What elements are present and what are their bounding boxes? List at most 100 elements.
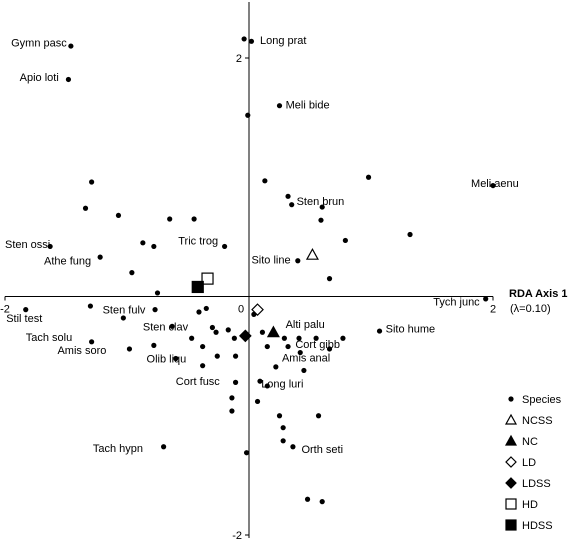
species-point [23,307,29,313]
species-point [264,383,270,389]
legend-label: LDSS [522,478,551,490]
legend-label: LD [522,457,536,469]
axes: -2 0 2 2 -2 [0,2,496,540]
species-label: Gymn pasc [11,37,67,49]
legend-label: NC [522,436,538,448]
species-point [407,231,413,238]
species-point [376,328,383,334]
species-label: Alti palu [286,319,325,331]
species-label: Long luri [261,379,303,391]
species-label: Sten clav [143,321,189,333]
species-point [214,353,220,359]
species-point [262,178,268,184]
species-point [200,343,206,350]
species-point [173,355,179,362]
species-point [154,290,161,296]
species-point [280,438,286,444]
treatment-marker-hdss [191,280,204,294]
species-label: Tach hypn [93,443,143,455]
species-point [115,212,122,219]
species-labels: Gymn pasc Apio loti Long prat Meli bide Meli… [5,35,519,456]
species-label: Tric trog [178,235,218,247]
species-point [87,303,93,309]
species-point [315,413,322,419]
species-point [365,174,372,180]
species-point [304,496,311,502]
species-point [285,193,291,199]
x-tick-label: 0 [238,304,244,316]
treatment-marker-hd [201,272,214,285]
legend-label: NCSS [522,415,553,427]
species-point [200,363,206,369]
species-label: Stil test [6,313,42,325]
legend-label: HDSS [522,520,553,532]
species-point [245,112,251,118]
treatment-markers [191,248,319,343]
y-tick-label: -2 [232,530,242,540]
species-point [209,324,215,331]
species-point [313,335,319,341]
species-point [169,323,175,329]
species-point [232,353,239,359]
species-point [280,425,286,431]
treatment-marker-ld [251,303,264,316]
species-label: Sten ossi [5,239,50,251]
species-point [254,398,261,405]
species-label: Olib liqu [147,354,187,366]
species-point [296,335,302,341]
legend-marker-nc [504,434,518,446]
species-point [326,346,333,352]
species-label: Athe fung [44,256,91,268]
species-point [152,307,158,313]
x-axis-eigenvalue: (λ=0.10) [510,303,551,315]
species-point [241,36,247,42]
species-label: Cort gibb [295,339,340,351]
species-label: Sten brun [297,196,345,208]
legend-label: HD [522,499,538,511]
species-label: Sito hume [386,324,436,336]
species-label: Meli bide [286,100,330,112]
species-point [151,243,157,250]
species-point [225,327,231,333]
species-point [129,270,135,276]
species-point [319,204,325,210]
species-label: Tych junc [433,296,480,308]
treatment-marker-nc [266,325,280,338]
species-point [273,364,279,370]
species-point [342,237,348,244]
species-point [213,329,219,335]
species-label: Amis anal [282,352,330,364]
species-point [82,205,89,211]
species-point [231,335,237,341]
species-point [326,276,333,282]
x-tick-label: 2 [490,304,496,316]
species-point [89,179,95,185]
species-point [340,335,346,341]
species-point [203,305,209,312]
species-point [281,335,287,341]
species-label: Tach solu [26,332,72,344]
x-axis-title: RDA Axis 1 [509,288,567,300]
species-point [276,103,283,109]
y-tick-label: 2 [236,53,242,65]
species-point [189,335,195,341]
species-point [319,499,325,505]
species-point [276,413,283,419]
species-point [68,43,74,49]
species-label: Sito line [251,255,290,267]
species-point [257,378,263,384]
x-tick-label: -2 [0,304,10,316]
species-point [140,240,146,246]
species-label: Cort fusc [176,376,221,388]
species-point [151,342,157,348]
species-point [297,349,303,356]
species-point [222,243,228,250]
species-point [318,217,324,223]
species-point [126,346,133,352]
species-point [483,296,489,302]
species-point [47,243,53,250]
legend-label: Species [522,394,562,406]
species-label: Meli aenu [471,178,519,190]
species-point [196,309,202,315]
